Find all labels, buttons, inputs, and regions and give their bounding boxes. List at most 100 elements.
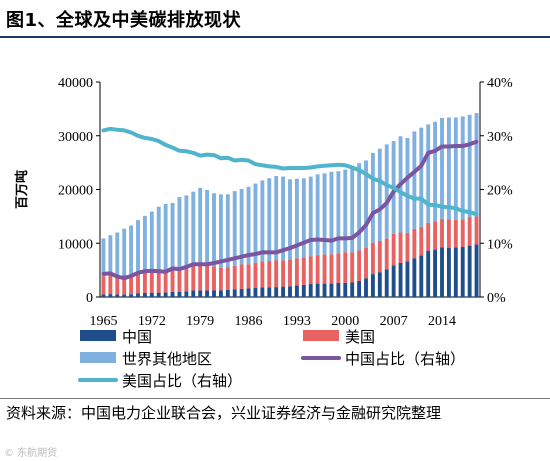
bar-segment (163, 269, 168, 293)
bar-segment (212, 266, 216, 291)
bar-segment (253, 263, 258, 289)
lines-group (101, 126, 479, 281)
bar-segment (433, 121, 438, 222)
bar-segment (294, 178, 299, 259)
bar-segment (419, 127, 424, 227)
bar-segment (377, 148, 382, 241)
bar-segment (440, 247, 444, 297)
bar-segment (191, 290, 196, 297)
bar-segment (343, 282, 348, 297)
bar-segment (426, 250, 431, 297)
y-tick-label: 10000 (58, 237, 93, 252)
bar-segment (177, 291, 182, 297)
y2-tick-label: 10% (487, 237, 513, 252)
bar-segment (218, 267, 223, 291)
bar-segment (315, 174, 320, 256)
bar-segment (281, 260, 286, 287)
bar-segment (246, 186, 251, 265)
bar-segment (426, 124, 431, 223)
bar-segment (281, 176, 286, 261)
bar-segment (142, 293, 147, 297)
bar-segment (253, 288, 258, 297)
bar-segment (108, 275, 113, 295)
bar-segment (405, 137, 410, 233)
bar-segment (322, 283, 327, 297)
bar-segment (177, 197, 182, 269)
bar-segment (370, 274, 375, 297)
bar-segment (377, 272, 382, 297)
bar-segment (267, 260, 272, 288)
bar-segment (281, 286, 286, 297)
bar-segment (412, 228, 417, 259)
bar-segment (239, 264, 244, 289)
x-tick-label: 2014 (428, 314, 456, 329)
bar-segment (294, 285, 299, 297)
legend-label: 美国占比（右轴） (122, 372, 242, 390)
x-tick-label: 1965 (89, 314, 117, 329)
bar-segment (225, 289, 230, 297)
bar-segment (212, 290, 216, 297)
bar-segment (274, 287, 279, 297)
bar-segment (108, 235, 113, 276)
bar-segment (163, 204, 168, 270)
bar-segment (391, 233, 396, 266)
bar-segment (225, 194, 230, 268)
bar-segment (225, 267, 230, 290)
bar-segment (308, 176, 313, 257)
bar-segment (122, 228, 127, 275)
bar-segment (453, 117, 458, 220)
bar-segment (329, 171, 334, 255)
bar-segment (108, 294, 113, 297)
bar-segment (343, 169, 348, 253)
bar-segment (301, 178, 306, 258)
bar-segment (232, 265, 237, 290)
bar-segment (364, 247, 368, 279)
bar-segment (405, 232, 410, 262)
bar-segment (294, 258, 299, 286)
bar-segment (460, 247, 465, 297)
bar-segment (115, 275, 120, 295)
legend-label: 美国 (345, 328, 375, 346)
y2-tick-label: 30% (487, 130, 513, 145)
bar-segment (288, 179, 292, 260)
bar-segment (377, 240, 382, 273)
bar-segment (301, 257, 306, 285)
y2-tick-label: 0% (487, 291, 506, 306)
bar-segment (129, 294, 134, 297)
bar-segment (391, 265, 396, 297)
bar-segment (350, 252, 355, 283)
bar-segment (129, 225, 134, 275)
bar-segment (370, 242, 375, 275)
bar-segment (446, 247, 451, 297)
bar-segment (364, 278, 368, 297)
tick-labels: 0 10000 20000 30000 40000 0% 10% 20% 30% 40% 1965 1… (14, 76, 513, 329)
bar-segment (156, 268, 161, 293)
x-tick-label: 1993 (283, 314, 311, 329)
bar-segment (156, 206, 161, 269)
bar-segment (453, 247, 458, 297)
bar-segment (336, 171, 341, 254)
bar-segment (405, 261, 410, 297)
title-rule (0, 36, 550, 38)
series-line (101, 139, 479, 281)
bar-segment (357, 280, 362, 297)
bar-segment (149, 270, 154, 293)
bar-segment (440, 218, 444, 248)
bar-segment (101, 294, 106, 297)
bar-segment (184, 267, 189, 292)
bar-segment (440, 118, 444, 219)
bar-segment (336, 253, 341, 283)
bar-segment (357, 163, 362, 251)
bar-segment (308, 284, 313, 297)
bar-segment (412, 131, 417, 229)
bar-segment (170, 269, 175, 292)
bar-segment (239, 188, 244, 265)
bar-segment (308, 256, 313, 285)
bar-segment (446, 117, 451, 220)
y-axis-label: 百万吨 (14, 170, 30, 209)
bar-segment (267, 178, 272, 261)
bar-segment (301, 284, 306, 297)
bar-segment (198, 290, 203, 297)
bar-segment (446, 219, 451, 248)
